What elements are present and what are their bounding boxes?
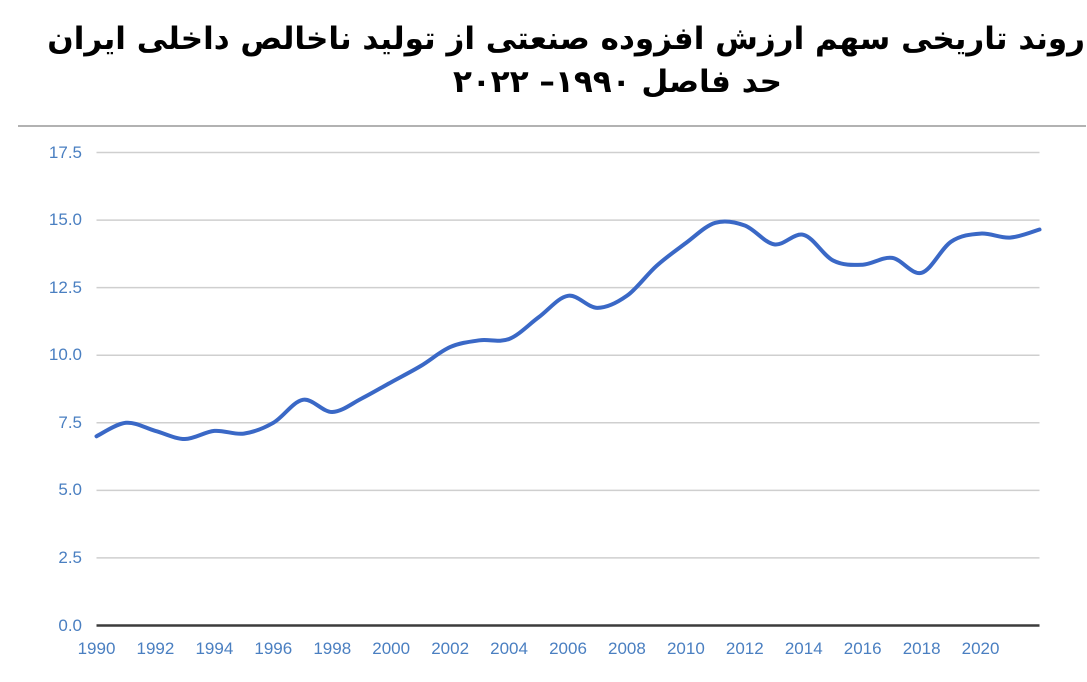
y-axis-tick-label: 2.5 (58, 547, 82, 567)
x-axis-tick-label: 2000 (372, 639, 411, 658)
x-axis-tick-label: 1994 (195, 639, 234, 658)
x-axis-tick-label: 2006 (549, 639, 587, 658)
x-axis-tick-label: 2012 (725, 639, 764, 658)
x-axis-tick-label: 2008 (608, 639, 646, 658)
x-axis-tick-label: 1992 (136, 639, 175, 658)
x-axis-tick-label: 2014 (784, 639, 823, 658)
chart-title: روند تاریخی سهم ارزش افزوده صنعتی از تول… (47, 18, 1085, 104)
y-axis-tick-label: 0.0 (58, 615, 82, 635)
x-axis-tick-label: 2020 (961, 639, 1000, 658)
y-axis-tick-label: 15.0 (48, 210, 82, 230)
chart-title-line2: حد فاصل ۱۹۹۰– ۲۰۲۲ (452, 64, 783, 100)
x-axis-tick-label: 1996 (254, 639, 293, 658)
x-axis-tick-label: 2016 (843, 639, 882, 658)
y-axis-tick-label: 17.5 (48, 142, 82, 162)
y-axis-tick-label: 7.5 (58, 412, 82, 432)
x-axis-tick-label: 2018 (902, 639, 941, 658)
title-divider (18, 125, 1086, 127)
x-axis-tick-label: 1990 (77, 639, 116, 658)
y-axis-tick-label: 10.0 (48, 345, 82, 365)
data-line-series (94, 219, 1042, 442)
x-axis-tick-label: 2010 (666, 639, 705, 658)
x-axis-tick-label: 2004 (490, 639, 528, 658)
chart-title-line1: روند تاریخی سهم ارزش افزوده صنعتی از تول… (47, 21, 1085, 57)
x-axis-tick-label: 2002 (431, 639, 470, 658)
y-axis-tick-label: 12.5 (48, 277, 82, 297)
y-axis-tick-label: 5.0 (58, 480, 82, 500)
x-axis-tick-label: 1998 (313, 639, 352, 658)
